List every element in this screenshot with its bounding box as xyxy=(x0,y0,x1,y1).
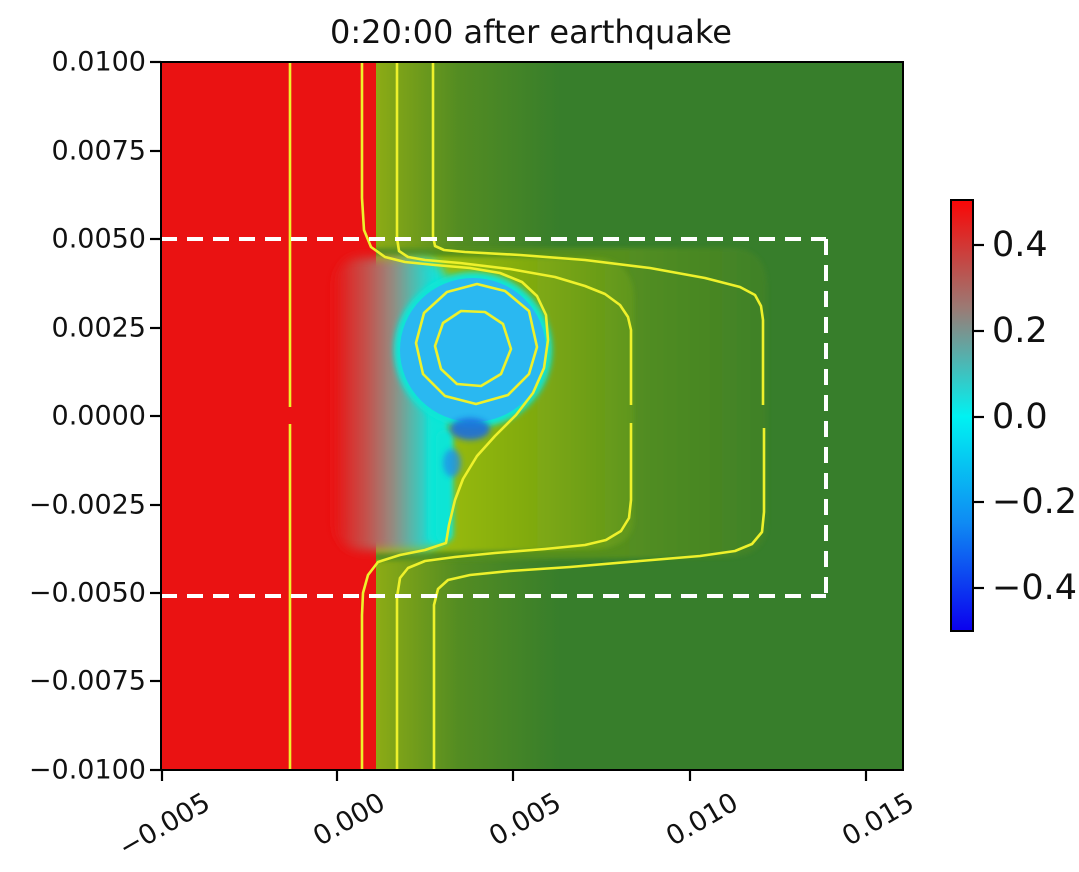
top-olive-band xyxy=(372,62,562,252)
y-tick-label: 0.0075 xyxy=(51,135,146,167)
heatmap-field xyxy=(161,62,903,770)
colorbar-tick-marks xyxy=(973,243,984,590)
dark-blue-smudge xyxy=(450,418,490,440)
y-tick-label: 0.0100 xyxy=(51,46,146,78)
dark-blue-smudge-2 xyxy=(443,449,461,477)
y-tick-label: −0.0075 xyxy=(28,665,146,697)
y-tick-label: 0.0050 xyxy=(51,223,146,255)
colorbar xyxy=(950,199,984,632)
colorbar-tick-label: 0.2 xyxy=(992,311,1048,351)
y-axis-tick-marks xyxy=(150,60,161,772)
colorbar-tick-label: −0.4 xyxy=(992,568,1077,608)
y-tick-label: 0.0025 xyxy=(51,312,146,344)
colorbar-gradient xyxy=(950,199,974,632)
colorbar-tick-label: 0.0 xyxy=(992,397,1048,437)
y-tick-label: 0.0000 xyxy=(51,400,146,432)
colorbar-tick-label: −0.2 xyxy=(992,482,1077,522)
roi-dashed-box xyxy=(161,237,828,598)
anomaly-blob xyxy=(400,278,546,422)
contour-inner-box xyxy=(395,62,633,770)
contour-ring-outer xyxy=(414,282,539,406)
y-tick-label: −0.0050 xyxy=(28,577,146,609)
contour-lines xyxy=(288,62,766,770)
x-axis-tick-marks xyxy=(160,770,868,781)
y-tick-label: −0.0100 xyxy=(28,754,146,786)
blob-tail xyxy=(436,430,453,542)
contour-ring-inner xyxy=(433,309,513,388)
colorbar-tick-label: 0.4 xyxy=(992,225,1048,265)
contour-outer-box xyxy=(431,62,766,770)
contour-blob-wrap xyxy=(360,62,550,770)
bottom-olive-band xyxy=(372,554,562,770)
chart-title: 0:20:00 after earthquake xyxy=(330,13,732,51)
y-tick-label: −0.0025 xyxy=(28,489,146,521)
